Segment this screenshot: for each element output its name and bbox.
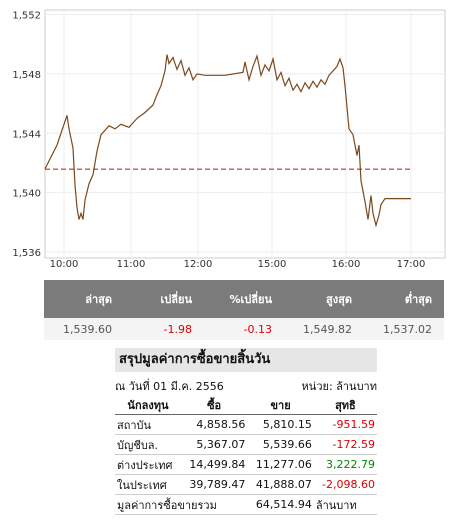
- summary-value: -951.59: [313, 414, 377, 435]
- summary-value: 5,539.66: [247, 434, 314, 455]
- summary-header-cell: สุทธิ: [313, 395, 377, 415]
- summary-value: 5,810.15: [247, 414, 314, 435]
- summary-header: นักลงทุน ซื้อ ขาย สุทธิ: [115, 395, 377, 415]
- y-tick-label: 1,536: [12, 248, 41, 259]
- quote-table: ล่าสุด เปลี่ยน %เปลี่ยน สูงสุด ต่ำสุด 1,539.…: [44, 280, 444, 340]
- total-row: มูลค่าการซื้อขายรวม 64,514.94 ล้านบาท: [115, 494, 377, 515]
- price-line: [44, 53, 411, 228]
- x-tick-label: 10:00: [50, 259, 79, 270]
- summary-date: ณ วันที่ 01 มี.ค. 2556: [115, 380, 224, 393]
- summary-value: 39,789.47: [180, 474, 248, 495]
- summary-row: ต่างประเทศ 14,499.84 11,277.06 3,222.79: [115, 454, 377, 475]
- y-tick-label: 1,544: [12, 129, 41, 140]
- y-tick-label: 1,552: [12, 10, 41, 21]
- summary-value: 3,222.79: [313, 454, 377, 475]
- summary-value: 41,888.07: [247, 474, 314, 495]
- summary-value: 11,277.06: [247, 454, 314, 475]
- investor-name: สถาบัน: [115, 414, 181, 435]
- quote-header-cell: สูงสุด: [326, 293, 352, 306]
- x-tick-label: 15:00: [258, 259, 287, 270]
- quote-value: 1,539.60: [63, 322, 112, 336]
- summary-title: สรุปมูลค่าการซื้อขายสิ้นวัน: [115, 348, 377, 372]
- x-tick-label: 17:00: [397, 259, 426, 270]
- quote-header-cell: %เปลี่ยน: [229, 293, 272, 306]
- summary-meta: ณ วันที่ 01 มี.ค. 2556 หน่วย: ล้านบาท: [115, 377, 377, 395]
- total-label: มูลค่าการซื้อขายรวม: [115, 494, 248, 515]
- summary-value: 14,499.84: [180, 454, 248, 475]
- quote-value: -1.98: [163, 322, 192, 336]
- summary: สรุปมูลค่าการซื้อขายสิ้นวัน ณ วันที่ 01 …: [115, 348, 377, 515]
- quote-value: 1,549.82: [303, 322, 352, 336]
- x-tick-label: 16:00: [332, 259, 361, 270]
- summary-value: -172.59: [313, 434, 377, 455]
- total-value: 64,514.94: [247, 494, 314, 515]
- quote-value: -0.13: [243, 322, 272, 336]
- total-unit: ล้านบาท: [313, 494, 377, 515]
- summary-row: บัญชีบล. 5,367.07 5,539.66 -172.59: [115, 434, 377, 455]
- summary-row: ในประเทศ 39,789.47 41,888.07 -2,098.60: [115, 474, 377, 495]
- quote-value: 1,537.02: [383, 322, 432, 336]
- x-tick-label: 12:00: [184, 259, 213, 270]
- x-tick-label: 11:00: [117, 259, 146, 270]
- investor-name: ในประเทศ: [115, 474, 181, 495]
- chart: 1,536 1,540 1,544 1,548 1,552 10:00 11:00 12:00…: [12, 9, 446, 270]
- y-tick-label: 1,540: [12, 189, 41, 200]
- quote-values: 1,539.60 -1.98 -0.13 1,549.82 1,537.02: [44, 318, 444, 340]
- summary-value: 5,367.07: [180, 434, 248, 455]
- quote-header-cell: ล่าสุด: [85, 293, 112, 306]
- plot-area: [44, 9, 446, 259]
- summary-header-cell: นักลงทุน: [115, 395, 181, 415]
- summary-row: สถาบัน 4,858.56 5,810.15 -951.59: [115, 414, 377, 435]
- investor-name: บัญชีบล.: [115, 434, 181, 455]
- quote-header-cell: เปลี่ยน: [160, 293, 192, 306]
- summary-value: 4,858.56: [180, 414, 248, 435]
- summary-unit: หน่วย: ล้านบาท: [301, 380, 377, 393]
- summary-header-cell: ซื้อ: [180, 395, 248, 415]
- summary-value: -2,098.60: [313, 474, 377, 495]
- investor-name: ต่างประเทศ: [115, 454, 181, 475]
- summary-table: นักลงทุน ซื้อ ขาย สุทธิ สถาบัน 4,858.56 5,810…: [115, 395, 377, 515]
- quote-header: ล่าสุด เปลี่ยน %เปลี่ยน สูงสุด ต่ำสุด: [44, 280, 444, 318]
- quote-header-cell: ต่ำสุด: [404, 293, 432, 306]
- y-tick-label: 1,548: [12, 70, 41, 81]
- summary-header-cell: ขาย: [247, 395, 314, 415]
